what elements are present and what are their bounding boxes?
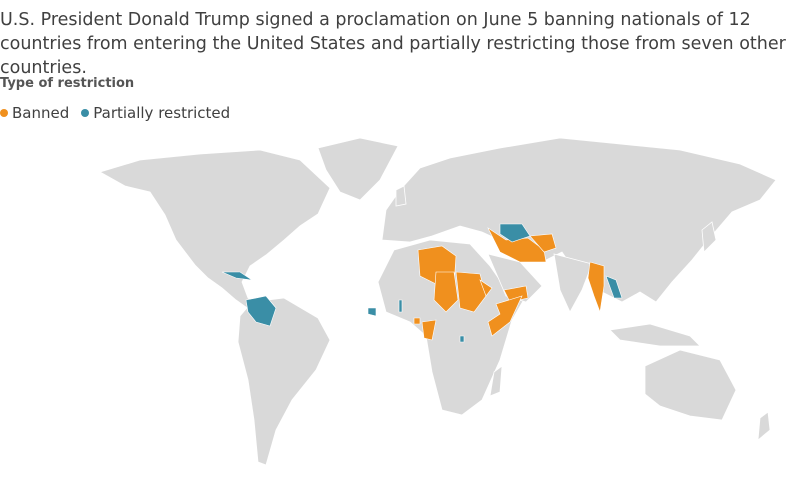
arabia [487,253,543,303]
legend-label: Partially restricted [93,104,231,122]
partially-restricted-country [459,335,465,343]
north-america [98,149,331,311]
partially-restricted-country [499,223,531,243]
banned-country [413,317,421,325]
uk [395,185,407,207]
legend-label: Banned [12,104,70,122]
partially-restricted-country [605,275,623,299]
partially-restricted-country [367,307,377,317]
australia [644,349,737,421]
madagascar [489,365,503,397]
legend-item: Banned [0,104,69,122]
banned-country [487,295,523,337]
india [553,253,593,313]
new-zealand [757,411,771,441]
legend-swatch [81,109,90,117]
legend: Banned Partially restricted [0,104,230,122]
greenland [317,137,399,201]
legend-item: Partially restricted [81,104,230,122]
banned-country [433,271,459,313]
land [98,137,777,466]
partially-restricted-country [245,295,277,327]
indonesia [609,323,701,347]
banned-country [421,319,437,341]
partially-restricted-country [398,299,403,313]
banned-country [479,279,493,297]
restricted-countries [221,223,623,343]
partially-restricted-country [221,271,253,281]
legend-title: Type of restriction [0,76,135,91]
south-america [237,297,331,466]
legend-swatch [0,109,8,117]
banned-country [455,271,487,313]
subtitle: U.S. President Donald Trump signed a pro… [0,10,786,78]
japan [701,221,717,253]
banned-country [529,233,557,253]
africa [377,239,527,416]
banned-country [503,285,529,303]
banned-country [587,261,605,314]
